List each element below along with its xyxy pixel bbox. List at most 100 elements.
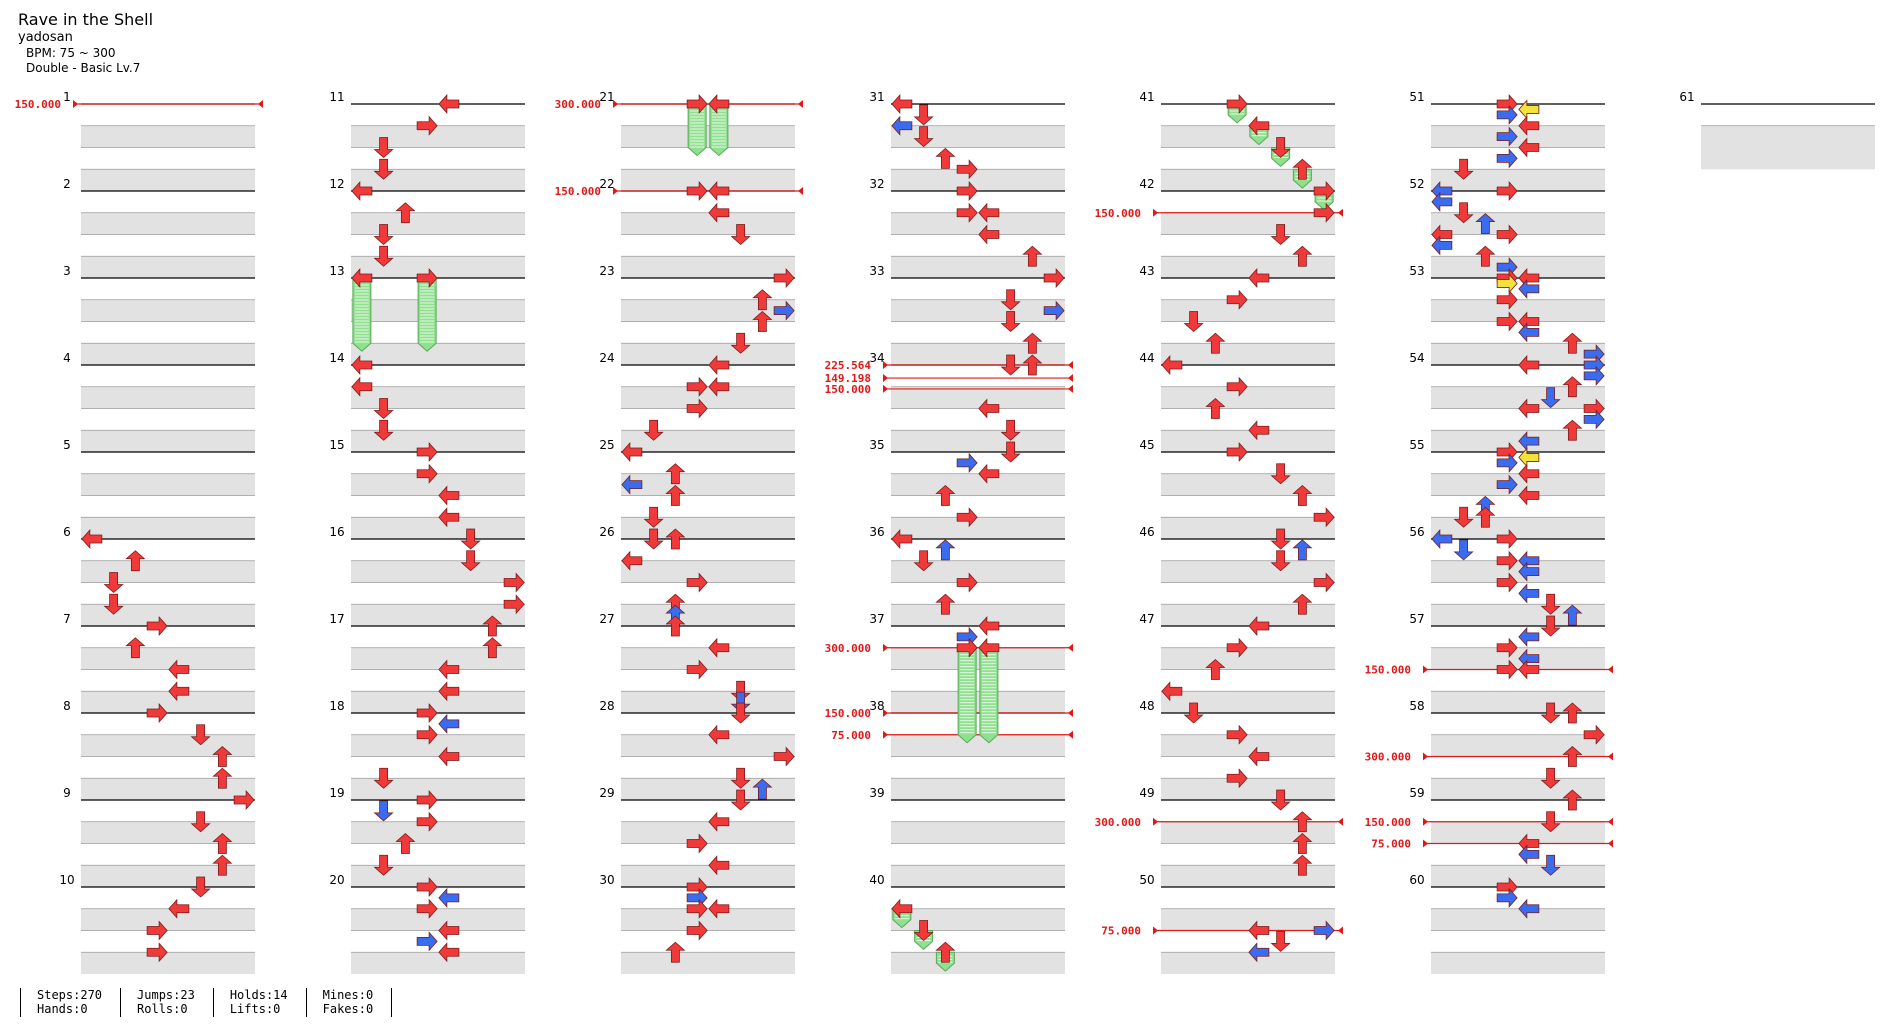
step-arrow-right — [956, 626, 978, 647]
step-arrow-down — [373, 419, 394, 441]
step-arrow-down — [1540, 593, 1561, 615]
step-arrow-left — [1518, 278, 1540, 299]
step-arrow-up — [1562, 419, 1583, 441]
down-arrow-icon — [913, 920, 934, 942]
step-arrow-down — [1453, 539, 1474, 561]
step-arrow-up — [1475, 506, 1496, 528]
bpm-value: 150.000 — [1095, 207, 1141, 220]
right-arrow-icon — [1496, 637, 1518, 658]
right-arrow-icon — [503, 594, 525, 615]
beat-stripe — [621, 125, 795, 148]
left-arrow-icon — [708, 637, 730, 658]
right-arrow-icon — [1313, 572, 1335, 593]
right-arrow-icon — [416, 702, 438, 724]
step-arrow-right — [1313, 180, 1335, 211]
step-arrow-right — [686, 659, 708, 680]
step-arrow-left — [1518, 485, 1540, 506]
left-arrow-icon — [1248, 942, 1270, 963]
beat-stripe — [621, 647, 795, 670]
bpm-change-marker: 300.000 — [1095, 816, 1343, 829]
measure-56: 56 — [1409, 525, 1605, 626]
step-arrow-down — [1000, 419, 1021, 441]
left-arrow-icon — [351, 354, 373, 376]
down-arrow-icon — [1270, 930, 1291, 952]
step-arrow-down — [373, 224, 394, 246]
right-arrow-icon — [146, 702, 168, 724]
beat-stripe — [1431, 734, 1605, 757]
up-arrow-icon — [1022, 245, 1043, 267]
measure-number: 28 — [599, 699, 614, 713]
step-arrow-up — [665, 484, 686, 506]
measure-number: 4 — [63, 351, 71, 365]
left-arrow-icon — [438, 887, 460, 908]
bpm-value: 300.000 — [1095, 816, 1141, 829]
up-arrow-icon — [935, 147, 956, 169]
measure-3: 3 — [63, 264, 255, 365]
step-arrow-left — [438, 887, 460, 908]
beat-stripe — [891, 299, 1065, 322]
down-arrow-icon — [1540, 767, 1561, 789]
step-arrow-left — [1248, 420, 1270, 441]
step-arrow-up — [1562, 332, 1583, 354]
measure-15: 15 — [329, 438, 525, 539]
step-arrow-right — [146, 702, 168, 724]
step-arrow-up — [1205, 332, 1226, 354]
right-arrow-icon — [416, 789, 438, 811]
measure-number: 47 — [1139, 612, 1154, 626]
measure-38: 38 — [869, 699, 1065, 800]
step-arrow-left — [438, 942, 460, 963]
up-arrow-icon — [665, 463, 686, 485]
right-arrow-icon — [956, 180, 978, 202]
step-arrow-right — [956, 202, 978, 223]
step-arrow-right — [1583, 409, 1605, 430]
step-arrow-down — [1540, 767, 1561, 789]
up-arrow-icon — [212, 767, 233, 789]
up-arrow-icon — [125, 550, 146, 572]
down-arrow-icon — [913, 104, 934, 126]
measure-number: 2 — [63, 177, 71, 191]
right-arrow-icon — [1583, 409, 1605, 430]
bpm-right-tick — [1068, 709, 1073, 717]
left-arrow-icon — [1518, 115, 1540, 136]
beat-stripe — [1431, 778, 1605, 800]
left-arrow-icon — [708, 202, 730, 223]
down-arrow-icon — [730, 332, 751, 354]
down-arrow-icon — [1540, 702, 1561, 724]
up-arrow-icon — [752, 289, 773, 311]
measure-23: 23 — [599, 264, 795, 365]
measure-27: 27 — [599, 612, 795, 713]
step-arrow-left — [1518, 322, 1540, 343]
step-arrow-up — [212, 767, 233, 789]
left-arrow-icon — [708, 811, 730, 832]
bpm-left-tick — [613, 100, 618, 108]
step-arrow-right — [1043, 300, 1065, 321]
step-arrow-up — [212, 854, 233, 876]
measure-number: 26 — [599, 525, 614, 539]
measure-47: 47 — [1139, 612, 1335, 713]
step-arrow-right — [1226, 289, 1248, 310]
right-arrow-icon — [1496, 104, 1518, 125]
right-arrow-icon — [956, 507, 978, 528]
measure-29: 29 — [599, 786, 795, 887]
step-arrow-left — [438, 93, 460, 115]
up-arrow-icon — [212, 832, 233, 854]
step-arrow-down — [373, 398, 394, 420]
left-arrow-icon — [438, 713, 460, 734]
left-arrow-icon — [1518, 322, 1540, 343]
left-arrow-icon — [621, 441, 643, 463]
bpm-change-marker: 150.000 — [555, 185, 803, 198]
up-arrow-icon — [1562, 604, 1583, 626]
left-arrow-icon — [168, 659, 190, 680]
measure-number: 10 — [59, 873, 74, 887]
down-arrow-icon — [1540, 615, 1561, 637]
beat-stripe — [351, 560, 525, 583]
step-arrow-right — [416, 811, 438, 832]
beat-stripe — [1161, 604, 1335, 626]
left-arrow-icon — [1431, 191, 1453, 212]
step-arrow-left — [978, 615, 1000, 637]
step-arrow-down — [1183, 702, 1204, 724]
up-arrow-icon — [1022, 354, 1043, 376]
step-arrow-up — [752, 778, 773, 800]
left-arrow-icon — [708, 180, 730, 202]
left-arrow-icon — [1518, 137, 1540, 158]
